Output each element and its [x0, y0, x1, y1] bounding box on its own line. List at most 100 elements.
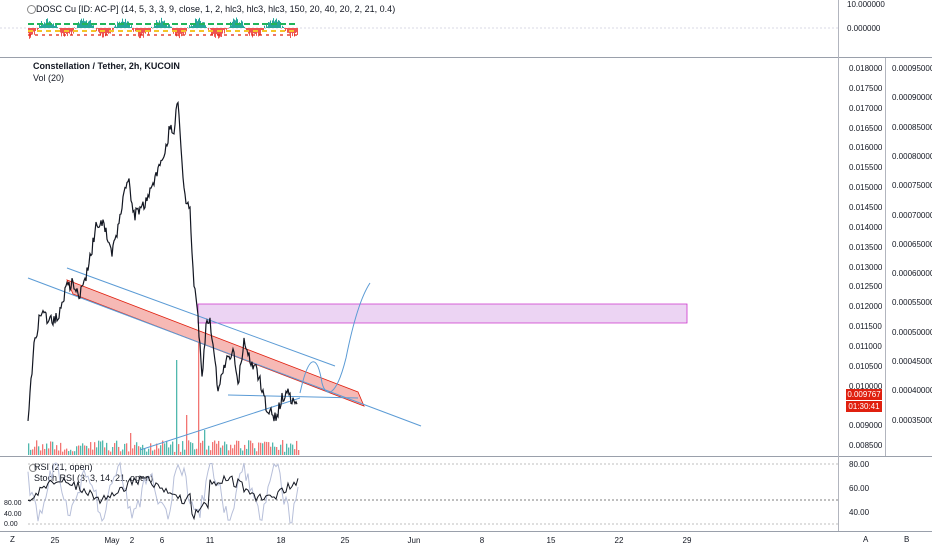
- volume-bar: [218, 440, 220, 455]
- time-axis-label: 18: [276, 536, 286, 545]
- histogram-bar: [214, 28, 215, 37]
- price-axis-label: 0.011000: [849, 341, 882, 351]
- histogram-bar: [282, 25, 283, 28]
- histogram-bar: [75, 28, 76, 29]
- histogram-bar: [60, 28, 61, 33]
- volume-bar: [290, 443, 292, 455]
- histogram-bar: [138, 28, 139, 37]
- histogram-bar: [231, 25, 232, 28]
- volume-bar: [194, 449, 196, 455]
- osc-right-axis-label: 40.00: [849, 508, 870, 517]
- volume-bar: [208, 445, 210, 455]
- indicator-icon: [27, 5, 36, 14]
- pane-separator[interactable]: [0, 531, 932, 532]
- price-axis-label: 0.011500: [849, 322, 882, 332]
- volume-bar: [148, 448, 150, 455]
- rsi-title[interactable]: RSI (21, open): [34, 462, 93, 472]
- histogram-bar: [202, 22, 203, 28]
- histogram-bar: [150, 28, 151, 32]
- histogram-bar: [224, 28, 225, 34]
- histogram-bar: [98, 28, 99, 32]
- histogram-bar: [242, 21, 243, 28]
- price-axis-label: 0.014500: [849, 202, 883, 212]
- histogram-bar: [226, 28, 227, 31]
- histogram-bar: [187, 27, 188, 28]
- histogram-bar: [90, 20, 91, 28]
- price-chart-canvas[interactable]: [0, 58, 838, 456]
- oscillator-pane[interactable]: RSI (21, open) Stoch RSI (3, 3, 14, 21, …: [0, 457, 838, 531]
- volume-bar: [72, 451, 74, 455]
- volume-bar: [46, 443, 48, 455]
- histogram-bar: [37, 28, 38, 31]
- volume-bar: [294, 449, 296, 455]
- histogram-bar: [270, 20, 271, 28]
- histogram-bar: [196, 19, 197, 28]
- triangle-lower: [139, 397, 301, 451]
- volume-bar: [28, 443, 30, 455]
- volume-bar: [174, 451, 176, 455]
- histogram-bar: [203, 22, 204, 28]
- histogram-bar: [157, 22, 158, 28]
- histogram-bar: [87, 23, 88, 28]
- volume-bar: [80, 445, 82, 455]
- histogram-bar: [162, 21, 163, 28]
- histogram-bar: [178, 28, 179, 37]
- auto-scale-button[interactable]: A: [863, 535, 869, 544]
- volume-bar: [48, 448, 50, 455]
- volume-bar: [292, 444, 294, 455]
- indicator-pane-top[interactable]: DOSC Cu [ID: AC-P] (14, 5, 3, 3, 9, clos…: [0, 0, 838, 57]
- histogram-bar: [279, 20, 280, 28]
- histogram-bar: [287, 28, 288, 33]
- volume-bar: [182, 441, 184, 455]
- triangle-upper: [227, 394, 359, 399]
- histogram-bar: [147, 28, 148, 31]
- volume-bar: [270, 446, 272, 455]
- volume-bar: [112, 446, 114, 455]
- histogram-bar: [239, 22, 240, 28]
- pane-separator[interactable]: [0, 57, 932, 58]
- volume-axis[interactable]: 0.00095000 0.00090000 0.00085000 0.00080000…: [886, 58, 932, 456]
- settings-b-button[interactable]: B: [904, 535, 910, 544]
- auto-zoom-button[interactable]: Z: [10, 535, 15, 544]
- histogram-bar: [201, 23, 202, 28]
- histogram-bar: [132, 28, 133, 31]
- histogram-bar: [29, 28, 30, 39]
- volume-bar: [44, 448, 46, 455]
- histogram-bar: [179, 28, 180, 39]
- volume-bar: [184, 449, 186, 455]
- indicator-top-title[interactable]: DOSC Cu [ID: AC-P] (14, 5, 3, 3, 9, clos…: [36, 4, 396, 14]
- histogram-bar: [169, 24, 170, 28]
- histogram-bar: [149, 28, 150, 32]
- volume-bar: [150, 443, 152, 455]
- histogram-bar: [168, 23, 169, 28]
- histogram-bar: [222, 28, 223, 34]
- histogram-bar: [190, 26, 191, 28]
- histogram-bar: [53, 23, 54, 28]
- histogram-bar: [62, 28, 63, 34]
- volume-bar: [202, 440, 204, 455]
- volume-bar: [172, 441, 174, 455]
- price-axis-label: 0.014000: [849, 222, 883, 232]
- volume-axis-label: 0.00070000: [892, 210, 932, 220]
- volume-bar: [120, 451, 122, 455]
- histogram-bar: [93, 25, 94, 28]
- volume-indicator-title[interactable]: Vol (20): [33, 73, 65, 83]
- main-chart-pane[interactable]: Constellation / Tether, 2h, KUCOIN Vol (…: [0, 58, 838, 456]
- volume-bar: [222, 445, 224, 455]
- histogram-bar: [223, 28, 224, 31]
- volume-bar: [106, 442, 108, 455]
- time-axis[interactable]: 25 May 2 6 11 18 25 Jun 8 15 22 29: [0, 532, 932, 550]
- volume-bar: [192, 443, 194, 455]
- histogram-bar: [69, 28, 70, 34]
- histogram-bar: [115, 24, 116, 28]
- histogram-bar: [261, 28, 262, 31]
- histogram-bar: [246, 28, 247, 32]
- volume-bar: [284, 451, 286, 455]
- price-axis[interactable]: 10.000000 0.000000 0.018000 0.017500 0.017…: [839, 0, 885, 531]
- volume-bar: [228, 450, 230, 455]
- chart-symbol-title[interactable]: Constellation / Tether, 2h, KUCOIN: [33, 61, 180, 71]
- pane-separator[interactable]: [0, 456, 932, 457]
- histogram-bar: [204, 22, 205, 28]
- stoch-rsi-title[interactable]: Stoch RSI (3, 3, 14, 21, open): [34, 473, 154, 483]
- volume-bar: [234, 444, 236, 455]
